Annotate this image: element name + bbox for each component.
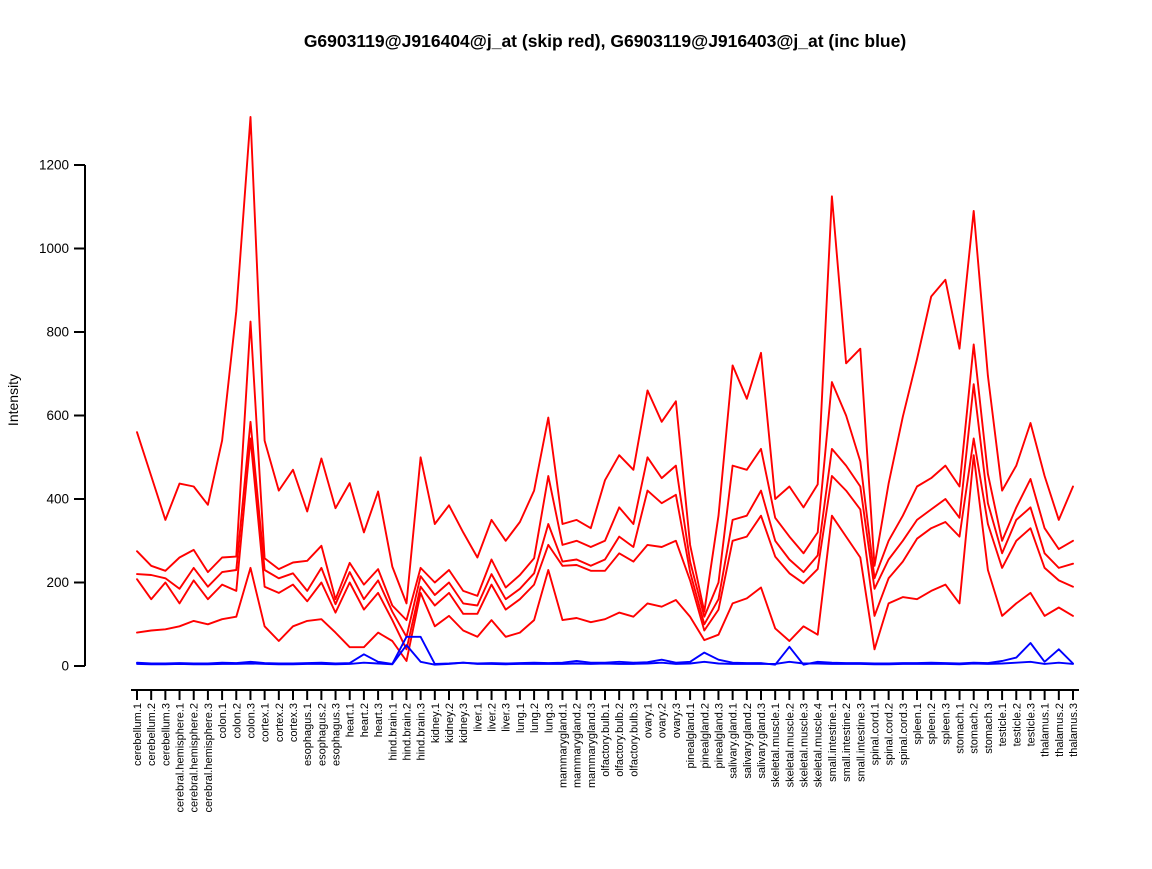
y-tick-label: 1200 bbox=[39, 158, 69, 173]
x-tick-label: lung.1 bbox=[515, 703, 527, 733]
x-tick-label: esophagus.1 bbox=[302, 703, 314, 766]
x-tick-label: hind.brain.2 bbox=[401, 703, 413, 761]
x-tick-label: thalamus.2 bbox=[1054, 703, 1066, 757]
x-tick-label: cerebral.hemisphere.2 bbox=[189, 703, 201, 812]
series-line-blue-2 bbox=[136, 644, 1074, 666]
x-tick-label: liver.2 bbox=[487, 703, 499, 732]
x-tick-label: mammarygland.1 bbox=[557, 703, 569, 788]
x-tick-label: colon.2 bbox=[231, 703, 243, 738]
x-tick-label: colon.1 bbox=[217, 703, 229, 738]
x-tick-label: small.intestine.3 bbox=[855, 703, 867, 782]
x-tick-label: hind.brain.1 bbox=[387, 703, 399, 761]
x-tick-label: mammarygland.2 bbox=[572, 703, 584, 788]
x-tick-label: salivary.gland.2 bbox=[742, 703, 754, 779]
x-tick-label: cerebral.hemisphere.3 bbox=[203, 703, 215, 812]
x-tick-label: cerebellum.1 bbox=[132, 703, 144, 766]
series-line-red-3 bbox=[136, 383, 1074, 638]
x-tick-label: stomach.2 bbox=[969, 703, 981, 754]
x-tick-label: pinealgland.1 bbox=[685, 703, 697, 768]
series-line-red-5 bbox=[136, 454, 1074, 662]
x-tick-label: kidney.3 bbox=[458, 703, 470, 743]
x-tick-label: spleen.3 bbox=[940, 703, 952, 745]
x-tick-label: small.intestine.1 bbox=[827, 703, 839, 782]
y-tick-label: 0 bbox=[61, 659, 69, 674]
x-tick-label: skeletal.muscle.3 bbox=[799, 703, 811, 787]
x-tick-label: olfactory.bulb.3 bbox=[628, 703, 640, 777]
x-tick-label: spleen.2 bbox=[926, 703, 938, 745]
x-tick-label: cerebellum.3 bbox=[160, 703, 172, 766]
x-tick-label: esophagus.2 bbox=[316, 703, 328, 766]
x-tick-label: cerebral.hemisphere.1 bbox=[175, 703, 187, 812]
y-axis-label: Intensity bbox=[5, 374, 21, 426]
x-tick-label: testicle.2 bbox=[1011, 703, 1023, 746]
x-tick-label: olfactory.bulb.1 bbox=[600, 703, 612, 777]
y-axis: 0 200 400 600 800 1000 1200 bbox=[39, 158, 86, 674]
x-axis: cerebellum.1 cerebellum.2 cerebellum.3 cere… bbox=[131, 689, 1080, 812]
x-tick-label: skeletal.muscle.4 bbox=[813, 703, 825, 787]
series-line-red-2 bbox=[136, 320, 1074, 622]
x-tick-label: liver.1 bbox=[472, 703, 484, 732]
x-tick-label: pinealgland.2 bbox=[699, 703, 711, 768]
y-tick-label: 800 bbox=[46, 325, 69, 340]
x-tick-label: ovary.2 bbox=[657, 703, 669, 738]
x-tick-label: salivary.gland.1 bbox=[728, 703, 740, 779]
x-tick-label: testicle.3 bbox=[1025, 703, 1037, 746]
x-tick-label: ovary.1 bbox=[643, 703, 655, 738]
x-tick-label: spleen.1 bbox=[912, 703, 924, 745]
x-tick-label: skeletal.muscle.2 bbox=[784, 703, 796, 787]
x-tick-label: ovary.3 bbox=[671, 703, 683, 738]
x-tick-label: stomach.3 bbox=[983, 703, 995, 754]
series-lines bbox=[136, 116, 1074, 666]
x-tick-label: esophagus.3 bbox=[331, 703, 343, 766]
x-tick-label: cortex.3 bbox=[288, 703, 300, 742]
x-tick-label: testicle.1 bbox=[997, 703, 1009, 746]
x-tick-label: kidney.1 bbox=[430, 703, 442, 743]
x-tick-label: olfactory.bulb.2 bbox=[614, 703, 626, 777]
x-tick-label: skeletal.muscle.1 bbox=[770, 703, 782, 787]
x-tick-label: thalamus.3 bbox=[1068, 703, 1080, 757]
x-tick-label: liver.3 bbox=[501, 703, 513, 732]
x-tick-label: lung.2 bbox=[529, 703, 541, 733]
x-tick-label: cortex.1 bbox=[260, 703, 272, 742]
x-tick-label: stomach.1 bbox=[955, 703, 967, 754]
x-tick-label: heart.2 bbox=[359, 703, 371, 737]
x-tick-label: cerebellum.2 bbox=[146, 703, 158, 766]
x-tick-label: kidney.2 bbox=[444, 703, 456, 743]
x-tick-label: cortex.2 bbox=[274, 703, 286, 742]
x-tick-label: heart.1 bbox=[345, 703, 357, 737]
x-tick-label: mammarygland.3 bbox=[586, 703, 598, 788]
x-tick-label: hind.brain.3 bbox=[416, 703, 428, 761]
x-tick-label: spinal.cord.1 bbox=[869, 703, 881, 765]
x-tick-label: small.intestine.2 bbox=[841, 703, 853, 782]
y-tick-label: 600 bbox=[46, 408, 69, 423]
series-line-red-1 bbox=[136, 116, 1074, 613]
x-tick-label: lung.3 bbox=[543, 703, 555, 733]
x-tick-label: thalamus.1 bbox=[1040, 703, 1052, 757]
y-tick-label: 200 bbox=[46, 575, 69, 590]
x-tick-label: salivary.gland.3 bbox=[756, 703, 768, 779]
series-line-red-4 bbox=[136, 437, 1074, 651]
x-tick-label: heart.3 bbox=[373, 703, 385, 737]
y-tick-label: 1000 bbox=[39, 241, 69, 256]
y-tick-label: 400 bbox=[46, 492, 69, 507]
x-tick-label: spinal.cord.2 bbox=[884, 703, 896, 765]
x-tick-label: pinealgland.3 bbox=[713, 703, 725, 768]
x-tick-label: spinal.cord.3 bbox=[898, 703, 910, 765]
x-tick-label: colon.3 bbox=[245, 703, 257, 738]
chart-title: G6903119@J916404@j_at (skip red), G69031… bbox=[304, 31, 906, 51]
